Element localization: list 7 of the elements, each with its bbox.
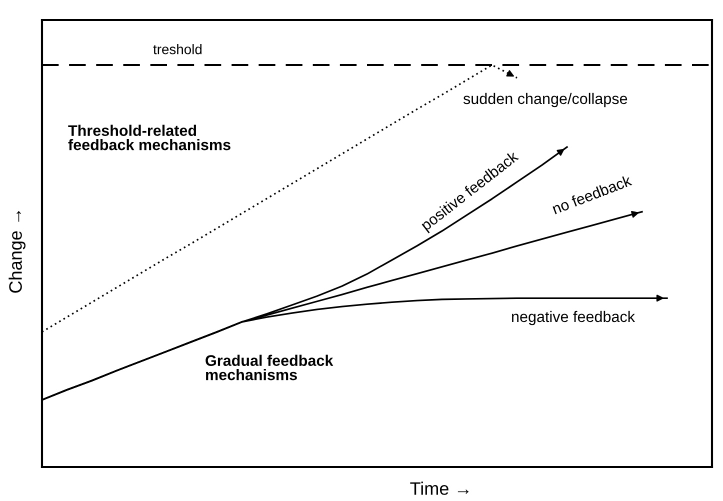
- annotation: sudden change/collapse: [463, 92, 628, 108]
- series-label: negative feedback: [512, 310, 636, 326]
- annotation: Gradual feedback mechanisms: [206, 354, 334, 380]
- annotation: Threshold-related feedback mechanisms: [68, 124, 230, 150]
- x-axis-title: Time →: [410, 482, 469, 495]
- y-axis-title: Change →: [8, 211, 26, 293]
- ref-line-label: treshold: [153, 44, 202, 54]
